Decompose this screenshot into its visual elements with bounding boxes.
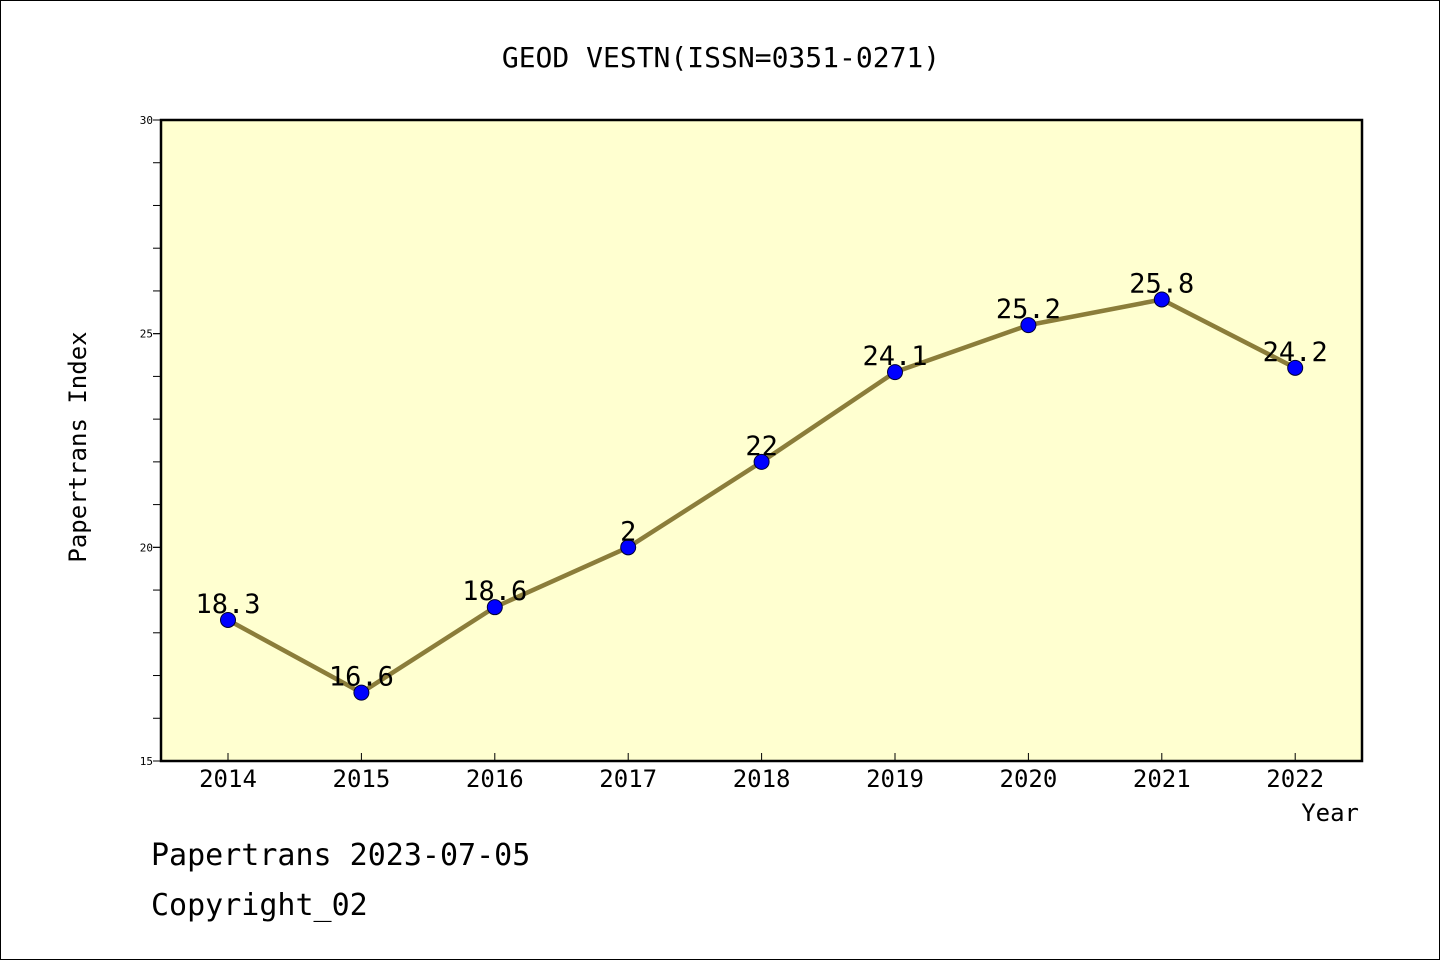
data-point xyxy=(1020,317,1037,334)
data-label: 24.2 xyxy=(1263,337,1328,368)
x-tick-label: 2015 xyxy=(333,765,391,793)
y-axis-title: Papertrans Index xyxy=(64,331,92,562)
data-point xyxy=(353,684,370,701)
y-tick-label: 30 xyxy=(140,114,153,127)
footer-date: Papertrans 2023-07-05 xyxy=(151,838,530,873)
x-tick-label: 2022 xyxy=(1266,765,1324,793)
chart-title: GEOD VESTN(ISSN=0351-0271) xyxy=(502,41,940,74)
plot-area xyxy=(159,118,1364,763)
y-tick-label: 15 xyxy=(140,755,153,768)
data-label: 18.3 xyxy=(195,589,260,620)
data-label: 2 xyxy=(620,516,636,547)
x-tick-label: 2018 xyxy=(733,765,791,793)
y-tick-label: 20 xyxy=(140,541,153,554)
data-point xyxy=(620,539,637,556)
data-label: 22 xyxy=(745,431,778,462)
series-papertrans-index xyxy=(220,291,1304,701)
y-axis: 15 20 25 30 xyxy=(140,114,161,768)
data-point xyxy=(220,611,236,628)
data-label: 25.2 xyxy=(996,294,1061,325)
x-axis: 2014 2015 2016 2017 2018 2019 2020 2021 2022 xyxy=(199,753,1324,793)
x-tick-label: 2020 xyxy=(1000,765,1058,793)
data-point xyxy=(887,364,903,381)
x-tick-label: 2014 xyxy=(199,765,257,793)
data-point xyxy=(1153,291,1170,308)
footer-copyright: Copyright_02 xyxy=(151,888,368,923)
x-tick-label: 2016 xyxy=(466,765,524,793)
x-tick-label: 2021 xyxy=(1133,765,1191,793)
x-axis-title: Year xyxy=(1301,799,1359,827)
data-point xyxy=(486,599,503,616)
data-label: 16.6 xyxy=(329,662,394,693)
data-label: 18.6 xyxy=(462,576,527,607)
x-tick-label: 2019 xyxy=(866,765,924,793)
data-point xyxy=(753,453,770,470)
data-point xyxy=(1287,359,1304,376)
data-label: 24.1 xyxy=(862,341,927,372)
x-tick-label: 2017 xyxy=(599,765,657,793)
data-label: 25.8 xyxy=(1129,268,1194,299)
y-tick-label: 25 xyxy=(140,328,153,341)
